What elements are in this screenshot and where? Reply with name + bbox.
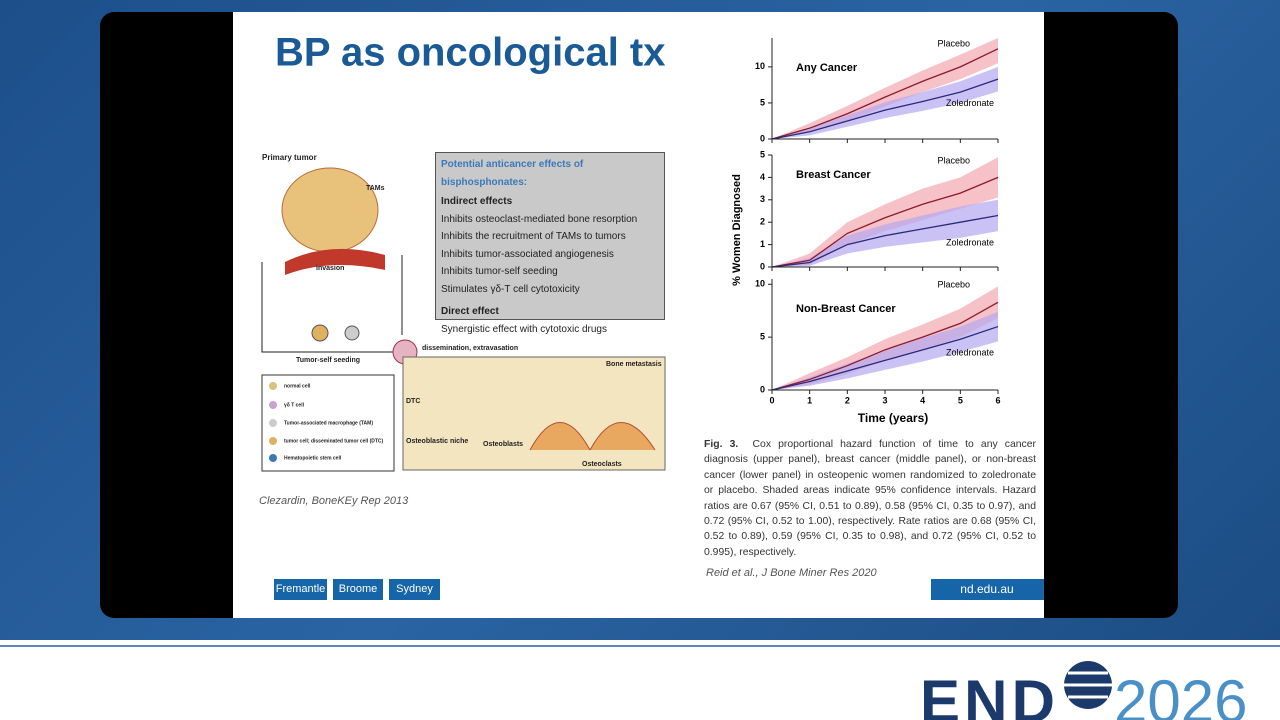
legend-label: Tumor-associated macrophage (TAM) bbox=[284, 420, 373, 426]
y-tick-label: 0 bbox=[760, 133, 765, 143]
confidence-band bbox=[772, 38, 998, 139]
slide-title: BP as oncological tx bbox=[275, 31, 666, 75]
diagram: Primary tumor TAMs invasion Tumor-self s… bbox=[261, 153, 666, 472]
effects-box: Potential anticancer effects of bisphosp… bbox=[435, 152, 665, 335]
tumor bbox=[281, 167, 379, 253]
legend-box bbox=[261, 374, 395, 472]
label: Osteoclasts bbox=[582, 461, 622, 468]
arrows bbox=[261, 255, 403, 353]
list: Synergistic effect with cytotoxic drugs bbox=[441, 321, 659, 339]
line bbox=[771, 176, 999, 268]
line bbox=[771, 301, 999, 391]
citation: Clezardin, BoneKEy Rep 2013 bbox=[259, 495, 409, 507]
legend-icon bbox=[269, 419, 277, 427]
series-label: Placebo bbox=[937, 38, 970, 48]
series-label: Zoledronate bbox=[946, 348, 994, 358]
y-tick-label: 5 bbox=[760, 149, 765, 159]
x-axis-label: Time (years) bbox=[858, 411, 928, 425]
cell bbox=[344, 325, 360, 341]
series-label: Zoledronate bbox=[946, 98, 994, 108]
legend-label: normal cell bbox=[284, 383, 311, 389]
label: DTC bbox=[406, 398, 420, 405]
label: dissemination, extravasation bbox=[422, 345, 518, 352]
y-tick-label: 5 bbox=[760, 332, 765, 342]
confidence-band bbox=[772, 66, 998, 139]
y-tick-label: 5 bbox=[760, 97, 765, 107]
bone-panel bbox=[402, 356, 666, 471]
panel-title: Any Cancer bbox=[796, 62, 858, 74]
x-tick-label: 2 bbox=[845, 395, 850, 405]
footer-button[interactable]: Fremantle bbox=[274, 579, 327, 600]
section-heading: Indirect effects bbox=[441, 196, 513, 207]
legend-icon bbox=[269, 454, 277, 462]
list: Inhibits osteoclast-mediated bone resorp… bbox=[441, 211, 659, 299]
x-tick-label: 0 bbox=[769, 395, 774, 405]
label: Osteoblastic niche bbox=[406, 438, 468, 445]
line bbox=[771, 78, 999, 140]
label: Bone metastasis bbox=[606, 361, 662, 368]
url: nd.edu.au bbox=[960, 582, 1013, 596]
x-tick-label: 5 bbox=[958, 395, 963, 405]
logo-globe-lines bbox=[1064, 671, 1112, 699]
panel-title: Breast Cancer bbox=[796, 169, 871, 181]
list-item: Synergistic effect with cytotoxic drugs bbox=[441, 323, 607, 335]
citation: Reid et al., J Bone Miner Res 2020 bbox=[706, 567, 877, 579]
line bbox=[771, 214, 999, 268]
caption-text: Cox proportional hazard function of time… bbox=[704, 439, 1036, 558]
series-label: Placebo bbox=[937, 279, 970, 289]
legend-icon bbox=[269, 401, 277, 409]
confidence-band bbox=[772, 311, 998, 390]
y-tick-label: 10 bbox=[755, 279, 765, 289]
x-tick-label: 6 bbox=[995, 395, 1000, 405]
list-item: Inhibits tumor-self seeding bbox=[441, 266, 558, 277]
label: Tumor-self seeding bbox=[296, 357, 360, 364]
list-item: Inhibits the recruitment of TAMs to tumo… bbox=[441, 231, 626, 242]
y-axis-label: % Women Diagnosed bbox=[731, 174, 743, 286]
section-heading: Direct effect bbox=[441, 306, 499, 317]
list-item: Inhibits tumor-associated angiogenesis bbox=[441, 248, 614, 260]
series-label: Zoledronate bbox=[946, 238, 994, 248]
legend-icon bbox=[269, 437, 277, 445]
y-tick-label: 2 bbox=[760, 217, 765, 227]
line bbox=[771, 48, 999, 140]
y-tick-label: 3 bbox=[760, 194, 765, 204]
list-item: Stimulates γδ-T cell cytotoxicity bbox=[441, 283, 580, 295]
x-tick-label: 1 bbox=[807, 395, 812, 405]
y-tick-label: 4 bbox=[760, 172, 765, 182]
legend-icon bbox=[269, 382, 277, 390]
x-tick-label: 4 bbox=[920, 395, 925, 405]
confidence-band bbox=[772, 199, 998, 267]
osteoclasts bbox=[529, 422, 656, 451]
box-heading: Potential anticancer effects of bisphosp… bbox=[441, 159, 584, 188]
label: invasion bbox=[316, 265, 344, 272]
figure-caption: Fig. 3. Cox proportional hazard function… bbox=[704, 437, 1036, 560]
footer-button[interactable]: Broome bbox=[333, 579, 383, 600]
x-tick-label: 3 bbox=[882, 395, 887, 405]
cell bbox=[311, 324, 329, 342]
logo-text: END bbox=[920, 668, 1055, 720]
legend-label: Hematopoietic stem cell bbox=[284, 455, 342, 461]
legend-label: γδ T cell bbox=[284, 402, 305, 408]
line bbox=[771, 325, 999, 391]
list-item: Inhibits osteoclast-mediated bone resorp… bbox=[441, 213, 638, 225]
footer-button[interactable]: Sydney bbox=[389, 579, 440, 600]
y-tick-label: 0 bbox=[760, 261, 765, 271]
label: Osteoblasts bbox=[483, 441, 523, 448]
y-tick-label: 10 bbox=[755, 61, 765, 71]
series-label: Placebo bbox=[937, 155, 970, 165]
logo-text: 2026 bbox=[1114, 668, 1247, 720]
label: TAMs bbox=[366, 185, 385, 192]
confidence-band bbox=[772, 157, 998, 267]
y-tick-label: 0 bbox=[760, 384, 765, 394]
vessel bbox=[285, 248, 385, 275]
panel-title: Non-Breast Cancer bbox=[796, 303, 896, 315]
label: Primary tumor bbox=[262, 153, 317, 162]
caption-label: Fig. 3. bbox=[704, 439, 739, 450]
y-tick-label: 1 bbox=[760, 239, 765, 249]
url-box bbox=[931, 579, 1044, 600]
legend-label: tumor cell; disseminated tumor cell (DTC… bbox=[284, 438, 384, 444]
